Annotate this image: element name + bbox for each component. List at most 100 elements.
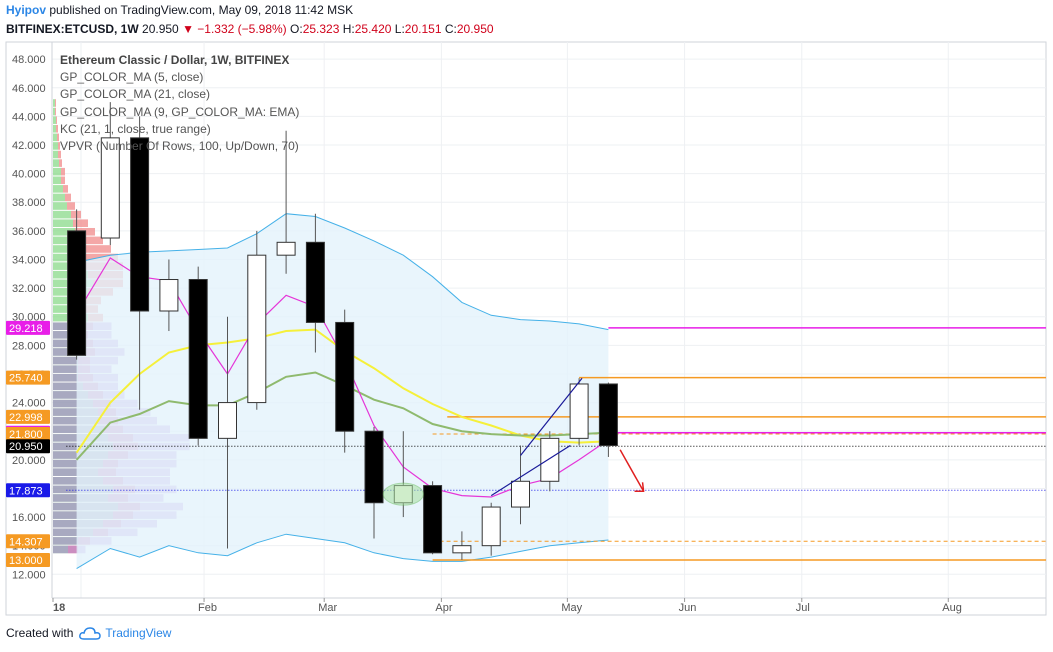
price-tag-29.218: 29.218 — [9, 323, 43, 335]
price-tag-17.873: 17.873 — [9, 485, 43, 497]
legend-kc[interactable]: KC (21, 1, close, true range) — [60, 121, 211, 136]
trendline-1 — [490, 445, 571, 497]
author-link[interactable]: Hyipov — [6, 3, 47, 17]
y-tick-label: 12.000 — [12, 569, 46, 581]
vpvr-up-bar — [53, 245, 81, 253]
price-tag-21.800: 21.800 — [9, 429, 43, 441]
close-label: C: — [444, 22, 457, 36]
x-tick-label: Jun — [679, 602, 697, 614]
tradingview-cloud-icon — [79, 626, 102, 640]
y-tick-label: 40.000 — [12, 169, 46, 181]
price-tag-22.998: 22.998 — [9, 412, 43, 424]
vpvr-up-bar — [53, 124, 56, 133]
candle-body-0 — [67, 230, 87, 356]
symbol-ohlc-bar: BITFINEX:ETCUSD, 1W 20.950 ▼ −1.332 (−5.… — [6, 22, 494, 36]
vpvr-down-bar — [59, 159, 62, 167]
candle-body-6 — [247, 254, 267, 404]
created-with-text: Created with — [6, 626, 74, 640]
vpvr-up-bar — [53, 185, 63, 193]
vpvr-up-bar — [53, 159, 59, 167]
price-tag-bg-21.800 — [6, 427, 50, 442]
vpvr-up-bar — [53, 99, 55, 107]
vpvr-down-bar — [71, 210, 81, 219]
legend-ma5[interactable]: GP_COLOR_MA (5, close) — [60, 70, 204, 85]
price-tag-13.000: 13.000 — [9, 555, 43, 567]
x-tick-label: Feb — [198, 602, 217, 614]
candle-body-7 — [276, 241, 296, 256]
last-price: 20.950 — [142, 22, 179, 36]
y-tick-label: 44.000 — [12, 111, 46, 123]
price-tag-bg-22.998 — [6, 409, 50, 424]
y-tick-label: 42.000 — [12, 140, 46, 152]
candle-body-4 — [188, 279, 208, 439]
vpvr-down-bar — [78, 236, 103, 245]
vpvr-down-bar — [61, 176, 65, 185]
legend-ma21[interactable]: GP_COLOR_MA (21, close) — [60, 87, 211, 102]
candle-body-5 — [218, 402, 237, 439]
price-change: ▼ −1.332 (−5.98%) — [182, 22, 287, 36]
vpvr-up-bar — [53, 193, 65, 202]
price-tag-bg-14.307 — [6, 534, 50, 549]
x-tick-label: 18 — [53, 602, 65, 614]
vpvr-down-bar — [55, 107, 56, 116]
symbol-name: BITFINEX:ETCUSD, 1W — [6, 22, 139, 36]
publish-info: Hyipov published on TradingView.com, May… — [6, 3, 353, 17]
price-tag-25.740: 25.740 — [9, 373, 43, 385]
x-tick-label: Aug — [942, 602, 962, 614]
vpvr-down-bar — [65, 193, 71, 202]
y-tick-label: 38.000 — [12, 197, 46, 209]
vpvr-down-bar — [63, 185, 68, 193]
y-tick-label: 48.000 — [12, 54, 46, 66]
vpvr-down-bar — [81, 245, 111, 253]
y-tick-label: 34.000 — [12, 254, 46, 266]
candle-body-10 — [364, 430, 384, 504]
y-tick-label: 46.000 — [12, 83, 46, 95]
y-tick-label: 28.000 — [12, 340, 46, 352]
published-text: published on TradingView.com, May 09, 20… — [49, 3, 354, 17]
price-chart[interactable]: 12.00014.00016.00018.00020.00022.00024.0… — [0, 40, 1053, 620]
legend-title: Ethereum Classic / Dollar, 1W, BITFINEX — [60, 53, 290, 67]
tradingview-link[interactable]: TradingView — [79, 626, 171, 640]
price-tag-20.950: 20.950 — [9, 441, 43, 453]
brand-name: TradingView — [105, 626, 172, 640]
candle-body-18 — [598, 383, 618, 447]
price-tag-bg-20.950 — [6, 439, 50, 454]
candle-body-2 — [130, 137, 150, 312]
vpvr-volume-bar — [53, 545, 86, 554]
trendline-0 — [520, 377, 583, 456]
price-tag-bg-13.000 — [6, 552, 50, 567]
price-tag-bg-29.218 — [6, 320, 50, 335]
chart-legend: Ethereum Classic / Dollar, 1W, BITFINEX … — [60, 52, 299, 155]
low-label: L: — [394, 22, 405, 36]
open-value: 25.323 — [302, 22, 340, 36]
vpvr-down-bar — [58, 150, 61, 159]
y-tick-label: 32.000 — [12, 283, 46, 295]
keltner-upper-line — [76, 213, 609, 331]
vpvr-up-bar — [53, 142, 58, 150]
vpvr-up-bar — [53, 236, 78, 245]
y-tick-label: 36.000 — [12, 226, 46, 238]
candle-body-8 — [305, 241, 325, 323]
vpvr-up-bar — [53, 167, 61, 176]
down-arrow-head — [634, 482, 645, 493]
vpvr-up-bar — [53, 107, 55, 116]
legend-vpvr[interactable]: VPVR (Number Of Rows, 100, Up/Down, 70) — [60, 139, 299, 154]
vpvr-down-bar — [56, 116, 57, 124]
vpvr-up-bar — [53, 116, 56, 124]
vpvr-down-bar — [58, 142, 60, 150]
footer: Created with TradingView — [6, 626, 171, 640]
y-tick-label: 30.000 — [12, 312, 46, 324]
candle-body-15 — [511, 480, 530, 508]
candle-body-3 — [159, 279, 179, 312]
y-tick-label: 24.000 — [12, 398, 46, 410]
vpvr-up-bar — [53, 210, 71, 219]
legend-ema9[interactable]: GP_COLOR_MA (9, GP_COLOR_MA: EMA) — [60, 104, 300, 119]
candle-body-16 — [540, 437, 560, 482]
x-tick-label: Mar — [318, 602, 337, 614]
keltner-lower-line — [76, 533, 609, 570]
vpvr-down-bar — [67, 202, 75, 210]
vpvr-up-bar — [53, 202, 67, 210]
vpvr-up-bar — [53, 176, 61, 185]
candle-body-17 — [569, 383, 589, 439]
close-value: 20.950 — [456, 22, 494, 36]
